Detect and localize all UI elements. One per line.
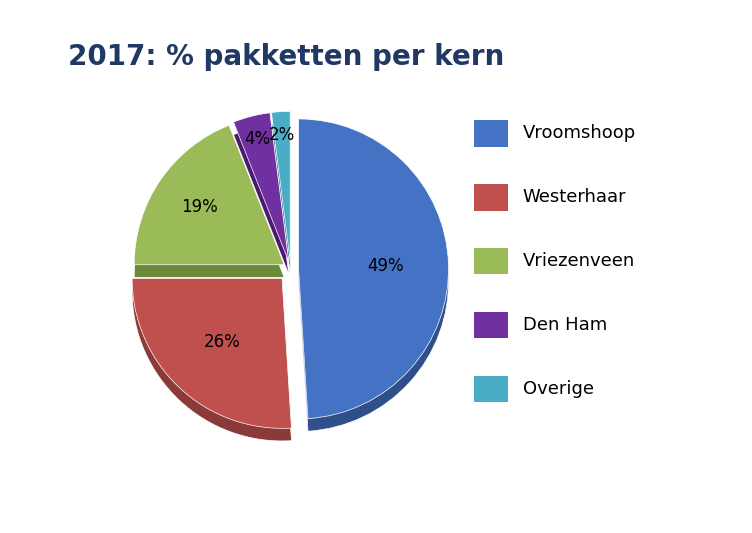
Wedge shape bbox=[134, 138, 284, 277]
Text: 26%: 26% bbox=[205, 333, 241, 351]
Text: Vroomshoop: Vroomshoop bbox=[523, 124, 636, 142]
Wedge shape bbox=[132, 278, 292, 429]
Wedge shape bbox=[299, 132, 448, 431]
Text: 49%: 49% bbox=[367, 257, 404, 275]
Wedge shape bbox=[134, 125, 284, 265]
Wedge shape bbox=[234, 125, 289, 274]
Text: Den Ham: Den Ham bbox=[523, 316, 607, 334]
Text: 2%: 2% bbox=[269, 126, 296, 144]
Text: 19%: 19% bbox=[181, 198, 217, 216]
Text: 4%: 4% bbox=[244, 130, 271, 148]
Text: Vriezenveen: Vriezenveen bbox=[523, 252, 635, 270]
Wedge shape bbox=[299, 119, 448, 418]
Wedge shape bbox=[234, 113, 289, 262]
Text: Westerhaar: Westerhaar bbox=[523, 188, 626, 206]
Text: 2017: % pakketten per kern: 2017: % pakketten per kern bbox=[68, 43, 504, 71]
Text: Overige: Overige bbox=[523, 380, 593, 398]
Wedge shape bbox=[271, 124, 290, 274]
Wedge shape bbox=[271, 111, 290, 261]
Wedge shape bbox=[132, 291, 292, 441]
